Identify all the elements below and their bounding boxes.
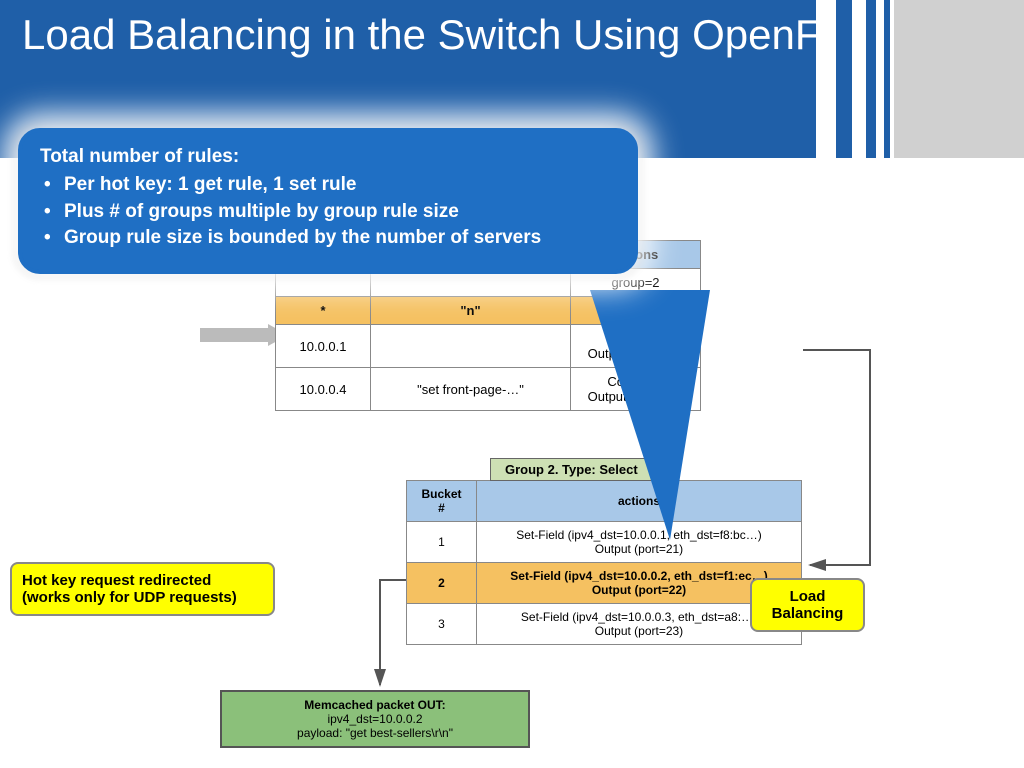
hot-key-note: Hot key request redirected (works only f… xyxy=(10,562,275,616)
packet-out-line2: payload: "get best-sellers\r\n" xyxy=(232,726,518,740)
packet-out-title: Memcached packet OUT: xyxy=(232,698,518,712)
group-table-header: Bucket # xyxy=(407,481,477,522)
flow-table-cell: "set front-page-…" xyxy=(371,368,571,411)
right-gray-bg xyxy=(894,0,1024,158)
header-stripes xyxy=(816,0,894,158)
rules-callout: Total number of rules: Per hot key: 1 ge… xyxy=(18,128,638,274)
group-table-cell: 3 xyxy=(407,604,477,645)
packet-out-box: Memcached packet OUT: ipv4_dst=10.0.0.2 … xyxy=(220,690,530,748)
packet-out-line1: ipv4_dst=10.0.0.2 xyxy=(232,712,518,726)
flow-table-cell: 10.0.0.4 xyxy=(276,368,371,411)
load-balancing-label: Load Balancing xyxy=(750,578,865,632)
group-table-cell: 1 xyxy=(407,522,477,563)
group-table-header: actions xyxy=(477,481,802,522)
callout-bullet: Per hot key: 1 get rule, 1 set rule xyxy=(40,172,616,199)
callout-bullet: Group rule size is bounded by the number… xyxy=(40,225,616,252)
flow-table-cell: ControllerOutput (port=24) xyxy=(571,368,701,411)
flow-table-cell xyxy=(371,325,571,368)
callout-bullet: Plus # of groups multiple by group rule … xyxy=(40,199,616,226)
callout-bullets: Per hot key: 1 get rule, 1 set rulePlus … xyxy=(40,172,616,252)
group-table-cell: 2 xyxy=(407,563,477,604)
flow-table-cell: group=2 xyxy=(571,297,701,325)
flow-table-cell: "n" xyxy=(371,297,571,325)
callout-title: Total number of rules: xyxy=(40,146,616,168)
slide-title: Load Balancing in the Switch Using OpenF… xyxy=(0,0,894,63)
flow-table-cell: ControllerOutput (port=21) xyxy=(571,325,701,368)
flow-table-cell: 10.0.0.1 xyxy=(276,325,371,368)
group-table: Bucket #actions1Set-Field (ipv4_dst=10.0… xyxy=(406,480,802,645)
group-table-caption: Group 2. Type: Select xyxy=(490,458,653,481)
group-table-cell: Set-Field (ipv4_dst=10.0.0.1, eth_dst=f8… xyxy=(477,522,802,563)
flow-table-cell: * xyxy=(276,297,371,325)
